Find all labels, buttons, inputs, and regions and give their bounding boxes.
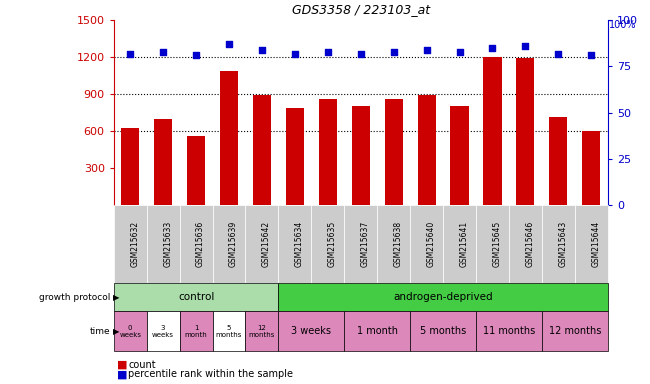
Text: GSM215635: GSM215635	[328, 221, 337, 267]
Point	[224, 41, 234, 47]
Bar	[450, 106, 469, 205]
Text: GSM215632: GSM215632	[130, 221, 139, 267]
Text: ▶: ▶	[113, 327, 120, 336]
Text: GSM215639: GSM215639	[229, 221, 238, 267]
Bar	[253, 95, 271, 205]
Text: ■: ■	[117, 360, 127, 370]
Text: GSM215633: GSM215633	[163, 221, 172, 267]
Text: 11 months: 11 months	[483, 326, 535, 336]
Text: 5 months: 5 months	[420, 326, 466, 336]
Text: 12
months: 12 months	[249, 325, 275, 338]
Bar	[582, 131, 601, 205]
Text: ■: ■	[117, 369, 127, 379]
Point	[290, 50, 300, 56]
Text: 3
weeks: 3 weeks	[152, 325, 174, 338]
Point	[257, 47, 267, 53]
Bar	[187, 136, 205, 205]
Bar	[484, 57, 502, 205]
Bar	[286, 108, 304, 205]
Point	[454, 49, 465, 55]
Text: GSM215638: GSM215638	[394, 221, 403, 267]
Bar	[516, 58, 534, 205]
Text: growth protocol: growth protocol	[39, 293, 111, 302]
Text: GDS3358 / 223103_at: GDS3358 / 223103_at	[292, 3, 430, 17]
Text: GSM215641: GSM215641	[460, 221, 469, 267]
Text: time: time	[90, 327, 110, 336]
Text: GSM215637: GSM215637	[361, 221, 370, 267]
Text: 3 weeks: 3 weeks	[291, 326, 332, 336]
Bar	[352, 106, 370, 205]
Bar	[154, 119, 172, 205]
Point	[586, 52, 597, 58]
Text: GSM215636: GSM215636	[196, 221, 205, 267]
Text: GSM215640: GSM215640	[426, 221, 436, 267]
Bar	[385, 99, 403, 205]
Point	[553, 50, 564, 56]
Text: GSM215634: GSM215634	[295, 221, 304, 267]
Point	[421, 47, 432, 53]
Text: control: control	[178, 292, 215, 302]
Text: GSM215644: GSM215644	[592, 221, 601, 267]
Text: 1
month: 1 month	[185, 325, 207, 338]
Bar	[121, 129, 139, 205]
Bar	[417, 95, 436, 205]
Text: GSM215645: GSM215645	[493, 221, 502, 267]
Point	[520, 43, 530, 49]
Point	[322, 49, 333, 55]
Bar	[220, 71, 238, 205]
Bar	[549, 118, 567, 205]
Text: GSM215643: GSM215643	[558, 221, 567, 267]
Point	[158, 49, 168, 55]
Text: GSM215642: GSM215642	[262, 221, 271, 267]
Text: 12 months: 12 months	[549, 326, 601, 336]
Point	[389, 49, 399, 55]
Point	[488, 45, 498, 51]
Bar	[318, 99, 337, 205]
Text: percentile rank within the sample: percentile rank within the sample	[128, 369, 293, 379]
Text: 5
months: 5 months	[216, 325, 242, 338]
Text: GSM215646: GSM215646	[525, 221, 534, 267]
Text: androgen-deprived: androgen-deprived	[393, 292, 493, 302]
Text: count: count	[128, 360, 155, 370]
Text: ▶: ▶	[113, 293, 120, 302]
Point	[125, 50, 135, 56]
Point	[191, 52, 202, 58]
Text: 0
weeks: 0 weeks	[119, 325, 141, 338]
Point	[356, 50, 366, 56]
Text: 100%: 100%	[609, 20, 636, 30]
Text: 1 month: 1 month	[357, 326, 398, 336]
